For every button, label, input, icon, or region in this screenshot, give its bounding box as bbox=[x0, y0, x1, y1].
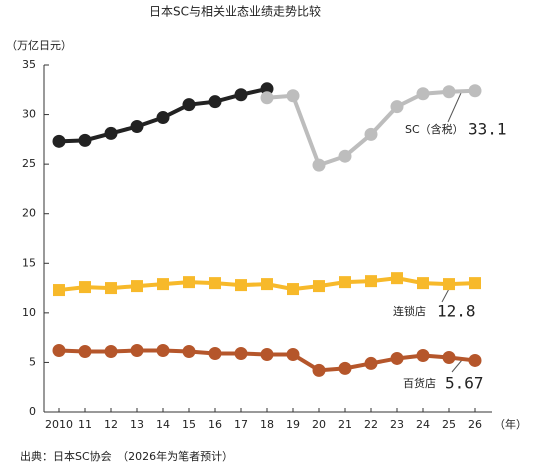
marker bbox=[286, 89, 300, 103]
marker bbox=[312, 158, 326, 172]
marker bbox=[53, 284, 65, 297]
x-tick-label: 20 bbox=[312, 418, 326, 431]
x-tick-label: 25 bbox=[442, 418, 456, 431]
marker bbox=[182, 98, 196, 112]
x-tick-label: 16 bbox=[208, 418, 222, 431]
annotation: 33.1 bbox=[468, 120, 507, 139]
marker bbox=[442, 350, 456, 364]
marker bbox=[52, 344, 66, 358]
x-tick-label: 22 bbox=[364, 418, 378, 431]
marker bbox=[105, 282, 117, 295]
marker bbox=[157, 278, 169, 291]
marker bbox=[468, 84, 482, 98]
y-tick-label: 15 bbox=[22, 256, 36, 269]
y-tick-label: 35 bbox=[22, 58, 36, 71]
marker bbox=[286, 347, 300, 361]
annotation: 百货店 bbox=[403, 376, 436, 390]
x-tick-label: 24 bbox=[416, 418, 430, 431]
marker bbox=[130, 344, 144, 358]
y-tick-label: 10 bbox=[22, 306, 36, 319]
marker bbox=[208, 95, 222, 109]
y-tick-label: 0 bbox=[29, 405, 36, 418]
marker bbox=[313, 280, 325, 293]
marker bbox=[390, 351, 404, 365]
marker bbox=[260, 347, 274, 361]
y-tick-label: 25 bbox=[22, 157, 36, 170]
x-tick-label: 12 bbox=[104, 418, 118, 431]
marker bbox=[235, 279, 247, 292]
marker bbox=[182, 345, 196, 359]
marker bbox=[79, 281, 91, 294]
marker bbox=[208, 347, 222, 361]
marker bbox=[312, 363, 326, 377]
x-tick-label: 21 bbox=[338, 418, 352, 431]
annotation: SC（含税） bbox=[405, 122, 464, 136]
marker bbox=[130, 119, 144, 133]
marker bbox=[156, 111, 170, 125]
marker bbox=[390, 100, 404, 114]
leader-line bbox=[447, 92, 462, 123]
marker bbox=[183, 276, 195, 289]
marker bbox=[104, 126, 118, 140]
annotation: 连锁店 bbox=[393, 304, 426, 318]
marker bbox=[260, 82, 274, 96]
marker bbox=[78, 345, 92, 359]
x-tick-label: 18 bbox=[260, 418, 274, 431]
marker bbox=[261, 278, 273, 291]
marker bbox=[78, 133, 92, 147]
x-tick-label: 11 bbox=[78, 418, 92, 431]
marker bbox=[234, 88, 248, 102]
x-axis-label: （年） bbox=[494, 417, 527, 431]
marker bbox=[417, 277, 429, 290]
y-tick-label: 20 bbox=[22, 207, 36, 220]
x-tick-label: 23 bbox=[390, 418, 404, 431]
marker bbox=[338, 361, 352, 375]
marker bbox=[209, 277, 221, 290]
x-tick-label: 13 bbox=[130, 418, 144, 431]
marker bbox=[260, 91, 274, 105]
marker bbox=[364, 356, 378, 370]
marker bbox=[156, 344, 170, 358]
x-tick-label: 2010 bbox=[45, 418, 73, 431]
marker bbox=[468, 353, 482, 367]
marker bbox=[234, 347, 248, 361]
x-tick-label: 14 bbox=[156, 418, 170, 431]
marker bbox=[52, 134, 66, 148]
marker bbox=[287, 283, 299, 296]
marker bbox=[364, 127, 378, 141]
y-axis-label: （万亿日元） bbox=[6, 39, 72, 52]
chart-title: 日本SC与相关业态业绩走势比较 bbox=[149, 4, 321, 19]
leader-line bbox=[451, 359, 463, 373]
x-tick-label: 15 bbox=[182, 418, 196, 431]
marker bbox=[416, 87, 430, 101]
y-tick-label: 30 bbox=[22, 108, 36, 121]
marker bbox=[104, 345, 118, 359]
marker bbox=[416, 348, 430, 362]
marker bbox=[365, 275, 377, 288]
marker bbox=[339, 276, 351, 289]
y-tick-label: 5 bbox=[29, 355, 36, 368]
x-tick-label: 26 bbox=[468, 418, 482, 431]
marker bbox=[469, 277, 481, 290]
annotation: 12.8 bbox=[437, 302, 476, 321]
marker bbox=[443, 278, 455, 291]
marker bbox=[338, 149, 352, 163]
annotation: 5.67 bbox=[445, 374, 484, 393]
marker bbox=[442, 85, 456, 99]
x-tick-label: 17 bbox=[234, 418, 248, 431]
marker bbox=[131, 280, 143, 293]
x-tick-label: 19 bbox=[286, 418, 300, 431]
source: 出典：日本SC协会 （2026年为笔者预计） bbox=[20, 449, 233, 463]
marker bbox=[391, 272, 403, 285]
